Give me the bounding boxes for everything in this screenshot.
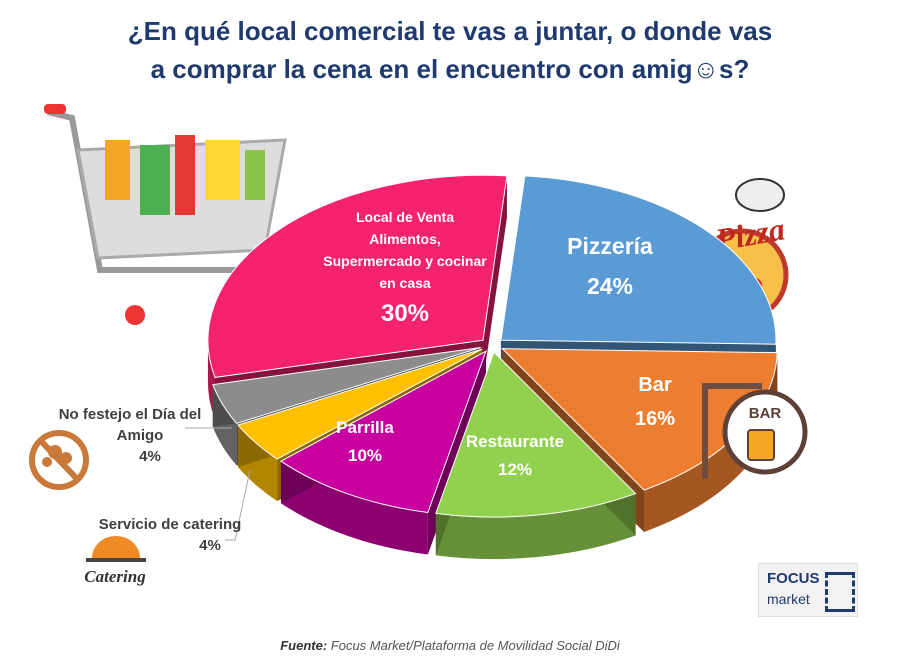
label-text: Amigo <box>116 427 164 444</box>
no-balloons-icon <box>29 430 89 490</box>
catering-text: Catering <box>84 567 146 586</box>
leader-lines <box>185 427 251 541</box>
label-text: Parrilla <box>336 418 394 437</box>
shopping-cart-icon <box>44 104 287 325</box>
logo-frame-icon <box>825 572 855 612</box>
value-text: 16% <box>634 408 676 430</box>
logo-line-1: FOCUS <box>767 570 820 587</box>
value-text: 4% <box>139 448 161 465</box>
catering-cloche-icon: Catering <box>84 536 146 586</box>
slice-parrilla <box>279 350 487 514</box>
slice-pizzeria <box>500 175 777 345</box>
slice-side-restaurante <box>435 493 636 560</box>
value-text: 24% <box>586 273 634 299</box>
source-label: Fuente: <box>280 638 328 653</box>
focus-market-logo: FOCUS market <box>758 563 858 617</box>
title-line-1: ¿En qué local comercial te vas a juntar,… <box>127 16 773 46</box>
label-bar: Bar 16% <box>605 368 705 436</box>
label-local-line: Alimentos, <box>369 231 441 247</box>
bar-sign-text: BAR <box>749 405 782 422</box>
label-local-line: en casa <box>379 275 431 291</box>
slice-local <box>207 174 508 378</box>
source-note: Fuente: Focus Market/Plataforma de Movil… <box>0 638 900 653</box>
value-text: 12% <box>497 460 533 479</box>
value-text: 4% <box>199 537 221 554</box>
slice-restaurante <box>435 351 637 518</box>
label-local-line: Supermercado y cocinar <box>323 253 487 269</box>
slice-side-bar <box>644 352 778 533</box>
label-catering: Servicio de catering 4% <box>80 514 260 556</box>
label-restaurante: Restaurante 12% <box>440 428 590 484</box>
label-text: Pizzería <box>567 233 653 259</box>
slice-no-festejo <box>212 346 481 424</box>
slice-side-parrilla <box>280 461 428 555</box>
chart-title: ¿En qué local comercial te vas a juntar,… <box>0 12 900 88</box>
logo-line-2: market <box>767 591 810 607</box>
label-pizzeria: Pizzería 24% <box>540 226 680 306</box>
slice-edge-local <box>482 175 507 383</box>
value-local: 30% <box>380 300 430 327</box>
source-text: Focus Market/Plataforma de Movilidad Soc… <box>330 638 620 653</box>
label-local-line: Local de Venta <box>355 209 455 225</box>
label-text: Bar <box>638 374 672 396</box>
label-text: Restaurante <box>465 432 565 451</box>
label-text: Servicio de catering <box>98 516 242 533</box>
label-no-festejo: No festejo el Día del Amigo 4% <box>30 404 230 467</box>
bar-sign-icon: BAR <box>702 383 808 479</box>
slice-catering <box>237 348 483 460</box>
label-text: No festejo el Día del <box>58 406 202 423</box>
label-parrilla: Parrilla 10% <box>310 414 420 470</box>
value-text: 10% <box>347 446 383 465</box>
label-local: Local de Venta Alimentos, Supermercado y… <box>300 206 510 334</box>
title-line-2: a comprar la cena en el encuentro con am… <box>150 54 750 84</box>
